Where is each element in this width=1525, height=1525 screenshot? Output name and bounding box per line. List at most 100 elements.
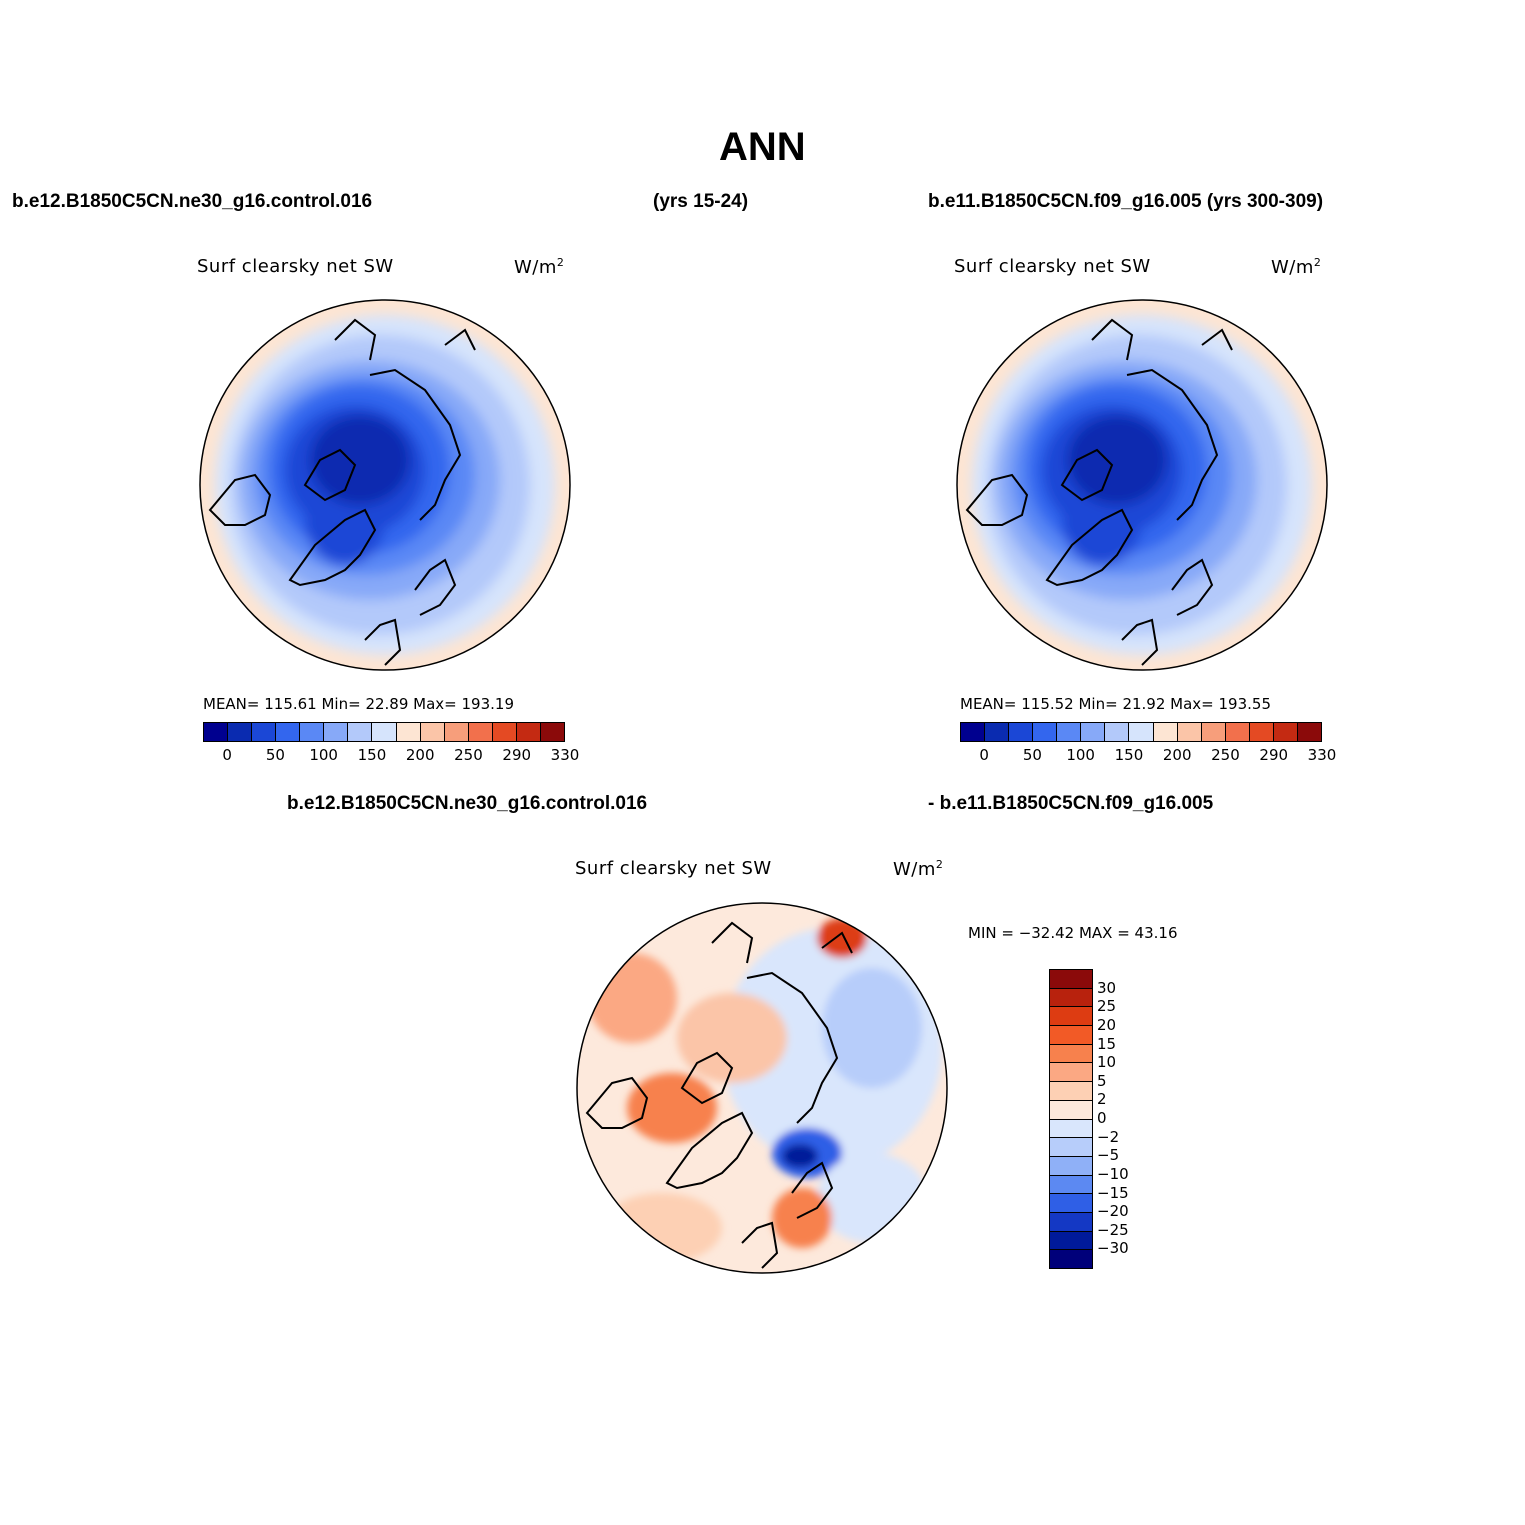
panel1-stats: MEAN= 115.61 Min= 22.89 Max= 193.19 bbox=[203, 695, 514, 713]
colorbar-swatch bbox=[204, 723, 229, 741]
colorbar-swatch bbox=[1050, 1007, 1092, 1027]
colorbar-swatch bbox=[444, 723, 469, 741]
colorbar-swatch bbox=[1050, 1138, 1092, 1157]
coastlines-difference bbox=[585, 921, 853, 1269]
colorbar-tick-label: 0 bbox=[979, 746, 989, 764]
colorbar-swatch bbox=[276, 723, 301, 741]
colorbar-tick-label: −25 bbox=[1097, 1220, 1129, 1239]
colorbar-tick-label: 330 bbox=[1307, 746, 1337, 764]
colorbar-tick-label: 10 bbox=[1097, 1053, 1117, 1072]
panel1-variable: Surf clearsky net SW bbox=[197, 256, 394, 277]
colorbar-swatch bbox=[1050, 1175, 1092, 1195]
colorbar-tick-label: 20 bbox=[1097, 1015, 1117, 1034]
colorbar-swatch bbox=[1050, 1231, 1092, 1251]
colorbar-swatch bbox=[348, 723, 373, 741]
colorbar-swatch bbox=[1050, 1212, 1092, 1232]
colorbar-swatch bbox=[1033, 723, 1058, 741]
colorbar-tick-label: −10 bbox=[1097, 1164, 1129, 1183]
colorbar-tick-label: 2 bbox=[1097, 1090, 1107, 1109]
colorbar-tick-label: 200 bbox=[1162, 746, 1192, 764]
polar-map-difference bbox=[576, 902, 948, 1274]
colorbar-swatch bbox=[1081, 723, 1106, 741]
colorbar-tick-label: 250 bbox=[454, 746, 483, 764]
colorbar-tick-label: 30 bbox=[1097, 978, 1117, 997]
colorbar-swatch bbox=[1050, 988, 1092, 1008]
colorbar-swatch bbox=[1249, 723, 1274, 741]
colorbar-tick-label: 290 bbox=[502, 746, 532, 764]
colorbar-tick-label: 150 bbox=[1114, 746, 1144, 764]
colorbar-tick-label: 0 bbox=[1097, 1109, 1107, 1127]
colorbar-swatch bbox=[468, 723, 493, 741]
colorbar-swatch bbox=[1153, 723, 1178, 741]
colorbar-tick-label: 0 bbox=[222, 746, 232, 764]
colorbar-swatch bbox=[1050, 1194, 1092, 1213]
coastlines-panel1 bbox=[208, 318, 476, 666]
colorbar-swatch bbox=[372, 723, 397, 741]
colorbar-swatch bbox=[1105, 723, 1130, 741]
colorbar-swatch bbox=[228, 723, 253, 741]
panel2-variable: Surf clearsky net SW bbox=[954, 256, 1151, 277]
panel1-colorbar-ticks: 0 50 100 150 200 250 290 330 bbox=[203, 746, 579, 766]
colorbar-swatch bbox=[1050, 1082, 1092, 1101]
colorbar-swatch bbox=[1201, 723, 1226, 741]
panel1-units: W/m2 bbox=[514, 256, 565, 278]
colorbar-swatch bbox=[516, 723, 541, 741]
colorbar-swatch bbox=[1050, 1156, 1092, 1176]
colorbar-tick-label: 150 bbox=[357, 746, 387, 764]
colorbar-tick-label: 100 bbox=[1066, 746, 1095, 764]
colorbar-swatch bbox=[1050, 1119, 1092, 1139]
colorbar-tick-label: −20 bbox=[1097, 1202, 1129, 1221]
colorbar-swatch bbox=[324, 723, 349, 741]
colorbar-swatch bbox=[1050, 1044, 1092, 1064]
case1-label: b.e12.B1850C5CN.ne30_g16.control.016 bbox=[12, 191, 373, 212]
colorbar-tick-label: 330 bbox=[550, 746, 580, 764]
case1-years: (yrs 15-24) bbox=[653, 191, 749, 212]
colorbar-tick-label: 50 bbox=[265, 746, 285, 764]
map-border bbox=[199, 299, 571, 671]
colorbar-swatch bbox=[1050, 1026, 1092, 1045]
colorbar-swatch bbox=[540, 723, 564, 741]
colorbar-swatch bbox=[985, 723, 1010, 741]
colorbar-tick-label: 50 bbox=[1022, 746, 1042, 764]
colorbar-tick-label: −5 bbox=[1097, 1146, 1120, 1165]
diff-colorbar bbox=[1049, 969, 1093, 1269]
colorbar-swatch bbox=[1009, 723, 1034, 741]
panel2-units: W/m2 bbox=[1271, 256, 1322, 278]
colorbar-swatch bbox=[1050, 1063, 1092, 1083]
colorbar-swatch bbox=[492, 723, 517, 741]
diff-colorbar-ticks: 30 25 20 15 10 5 2 0 −2 −5 −10 −15 −20 −25 −30 bbox=[1097, 969, 1157, 1267]
colorbar-tick-label: 25 bbox=[1097, 997, 1117, 1016]
colorbar-tick-label: 15 bbox=[1097, 1034, 1117, 1053]
colorbar-tick-label: −15 bbox=[1097, 1183, 1129, 1202]
colorbar-tick-label: 100 bbox=[309, 746, 338, 764]
colorbar-swatch bbox=[1057, 723, 1082, 741]
colorbar-swatch bbox=[396, 723, 421, 741]
colorbar-tick-label: 200 bbox=[405, 746, 435, 764]
coastlines-panel2 bbox=[965, 318, 1233, 666]
panel2-stats: MEAN= 115.52 Min= 21.92 Max= 193.55 bbox=[960, 695, 1271, 713]
colorbar-tick-label: 5 bbox=[1097, 1071, 1107, 1090]
diff-minmax: MIN = −32.42 MAX = 43.16 bbox=[968, 924, 1178, 942]
colorbar-tick-label: 250 bbox=[1211, 746, 1240, 764]
polar-map-panel1 bbox=[199, 299, 571, 671]
colorbar-swatch bbox=[1273, 723, 1298, 741]
panel1-colorbar bbox=[203, 722, 565, 742]
colorbar-swatch bbox=[961, 723, 986, 741]
panel2-colorbar bbox=[960, 722, 1322, 742]
page-title: ANN bbox=[719, 125, 806, 169]
colorbar-swatch bbox=[252, 723, 277, 741]
diff-case-right: - b.e11.B1850C5CN.f09_g16.005 bbox=[928, 793, 1214, 814]
colorbar-swatch bbox=[1177, 723, 1202, 741]
colorbar-swatch bbox=[300, 723, 325, 741]
panel2-colorbar-ticks: 0 50 100 150 200 250 290 330 bbox=[960, 746, 1336, 766]
colorbar-swatch bbox=[1297, 723, 1321, 741]
diff-units: W/m2 bbox=[893, 858, 944, 880]
diff-case-left: b.e12.B1850C5CN.ne30_g16.control.016 bbox=[287, 793, 648, 814]
colorbar-swatch bbox=[1050, 970, 1092, 989]
case2-label: b.e11.B1850C5CN.f09_g16.005 (yrs 300-309… bbox=[928, 191, 1324, 212]
colorbar-swatch bbox=[420, 723, 445, 741]
colorbar-swatch bbox=[1129, 723, 1154, 741]
polar-map-panel2 bbox=[956, 299, 1328, 671]
colorbar-swatch bbox=[1050, 1100, 1092, 1120]
colorbar-tick-label: −30 bbox=[1097, 1239, 1129, 1258]
